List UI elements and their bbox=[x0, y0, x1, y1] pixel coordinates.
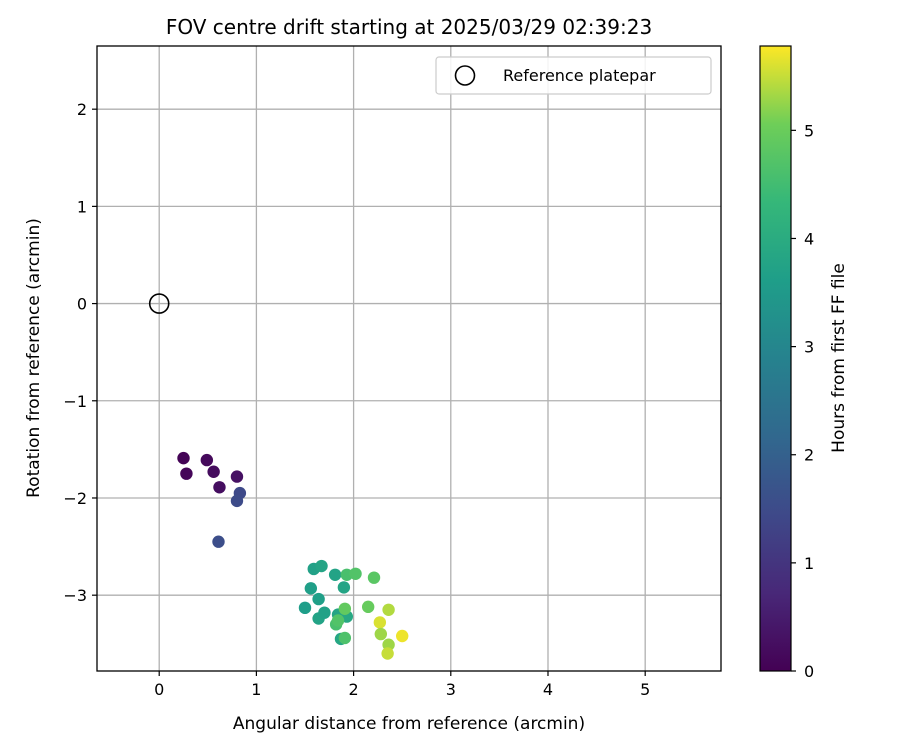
data-point bbox=[382, 603, 395, 616]
legend: Reference platepar bbox=[435, 56, 712, 95]
data-point bbox=[230, 470, 244, 483]
x-axis-label: Angular distance from reference (arcmin) bbox=[233, 714, 585, 734]
x-axis-ticks: 0 1 2 3 4 5 bbox=[154, 671, 650, 699]
colorbar-tick-label: 4 bbox=[804, 229, 814, 248]
data-point bbox=[180, 467, 193, 480]
data-point bbox=[213, 481, 226, 494]
y-axis-ticks: 2 1 0 −1 −2 −3 bbox=[63, 100, 97, 605]
y-tick-label: 1 bbox=[77, 197, 87, 216]
y-tick-label: −2 bbox=[63, 489, 87, 508]
data-point bbox=[381, 647, 394, 660]
data-point bbox=[230, 494, 244, 508]
x-tick-label: 4 bbox=[543, 680, 553, 699]
data-point bbox=[312, 592, 325, 606]
data-point bbox=[395, 629, 409, 643]
x-tick-label: 5 bbox=[640, 680, 650, 699]
colorbar: 0 1 2 3 4 5 Hours from first FF file bbox=[759, 45, 849, 681]
grid-lines bbox=[97, 46, 721, 671]
colorbar-tick-label: 1 bbox=[804, 554, 814, 573]
data-point bbox=[367, 571, 381, 584]
data-point bbox=[349, 567, 362, 580]
data-point bbox=[338, 602, 352, 615]
y-tick-label: 0 bbox=[77, 295, 87, 314]
data-point bbox=[318, 606, 331, 619]
data-points bbox=[177, 451, 409, 660]
data-point bbox=[212, 535, 225, 548]
x-tick-label: 2 bbox=[349, 680, 359, 699]
reference-marker bbox=[148, 293, 170, 314]
colorbar-tick-label: 3 bbox=[804, 338, 814, 357]
colorbar-gradient bbox=[759, 45, 792, 672]
colorbar-tick-label: 5 bbox=[804, 121, 814, 140]
data-point bbox=[207, 465, 220, 478]
legend-box bbox=[435, 56, 712, 95]
data-point bbox=[331, 614, 345, 627]
data-point bbox=[298, 601, 312, 615]
data-point bbox=[200, 453, 214, 467]
data-point bbox=[373, 616, 387, 629]
data-point bbox=[304, 582, 318, 595]
x-tick-label: 0 bbox=[154, 680, 164, 699]
data-point bbox=[337, 581, 351, 594]
data-point bbox=[315, 559, 328, 573]
data-point bbox=[361, 600, 375, 614]
data-point bbox=[374, 627, 388, 641]
data-point bbox=[177, 451, 190, 465]
legend-entry-reference: Reference platepar bbox=[503, 66, 656, 85]
data-point bbox=[328, 568, 342, 581]
y-tick-label: −3 bbox=[63, 586, 87, 605]
colorbar-tick-label: 2 bbox=[804, 446, 814, 465]
y-axis-label: Rotation from reference (arcmin) bbox=[24, 218, 44, 498]
legend-marker bbox=[454, 65, 476, 86]
chart-title: FOV centre drift starting at 2025/03/29 … bbox=[166, 15, 652, 39]
x-tick-label: 1 bbox=[251, 680, 261, 699]
colorbar-tick-label: 0 bbox=[804, 662, 814, 681]
plot-frame bbox=[96, 45, 722, 672]
colorbar-label: Hours from first FF file bbox=[829, 263, 849, 453]
colorbar-ticks: 0 1 2 3 4 5 bbox=[791, 121, 814, 681]
x-tick-label: 3 bbox=[446, 680, 456, 699]
y-tick-label: 2 bbox=[77, 100, 87, 119]
y-tick-label: −1 bbox=[63, 392, 87, 411]
data-point bbox=[338, 631, 352, 645]
